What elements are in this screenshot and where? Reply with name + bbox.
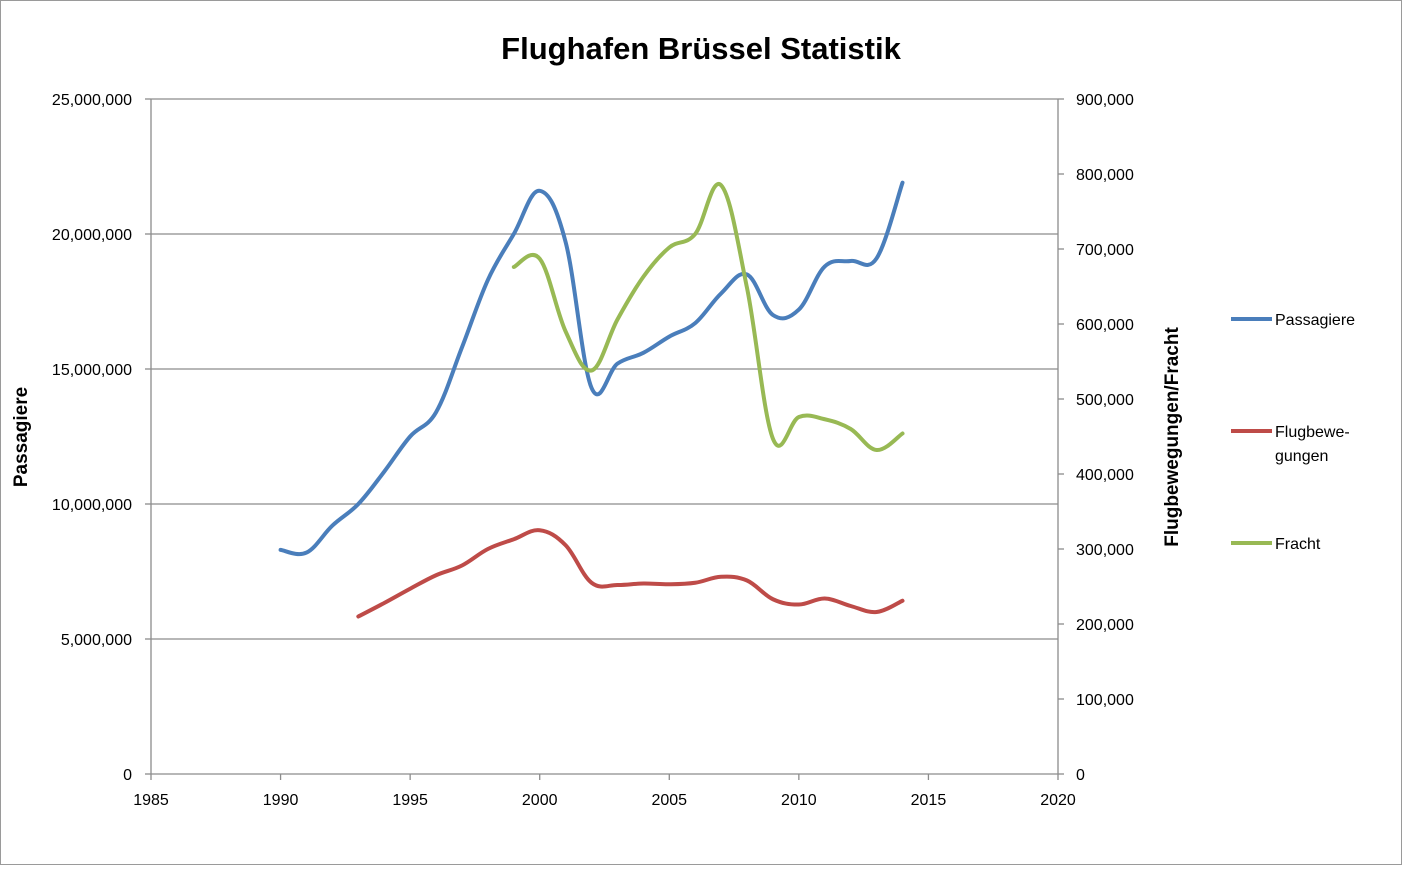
x-tick-label: 2005 bbox=[651, 792, 687, 809]
legend: Passagiere Flugbewe-gungen Fracht bbox=[1231, 312, 1355, 553]
x-tick-label: 1990 bbox=[263, 792, 299, 809]
y2-tick-label: 400,000 bbox=[1076, 467, 1134, 484]
y-tick-label: 5,000,000 bbox=[61, 632, 132, 649]
y-tick-label: 20,000,000 bbox=[52, 227, 132, 244]
x-tick-label: 2000 bbox=[522, 792, 558, 809]
legend-label-passagiere: Passagiere bbox=[1275, 312, 1355, 329]
y2-tick-label: 0 bbox=[1076, 767, 1085, 784]
series-line-fracht bbox=[511, 181, 905, 452]
legend-label-fracht: Fracht bbox=[1275, 536, 1321, 553]
y-axis-title: Passagiere bbox=[11, 387, 32, 487]
y2-tick-label: 700,000 bbox=[1076, 242, 1134, 259]
x-tick-label: 2015 bbox=[911, 792, 947, 809]
series-line-flugbewe-gungen bbox=[356, 528, 905, 619]
y2-tick-label: 300,000 bbox=[1076, 542, 1134, 559]
x-tick-label: 1985 bbox=[133, 792, 169, 809]
y2-tick-label: 100,000 bbox=[1076, 692, 1134, 709]
chart-title: Flughafen Brüssel Statistik bbox=[501, 31, 901, 66]
x-tick-label: 2010 bbox=[781, 792, 817, 809]
y2-tick-label: 200,000 bbox=[1076, 617, 1134, 634]
y2-tick-label: 800,000 bbox=[1076, 167, 1134, 184]
series-line-passagiere bbox=[278, 180, 905, 557]
y-tick-label: 0 bbox=[123, 767, 132, 784]
y-tick-label: 15,000,000 bbox=[52, 362, 132, 379]
y2-axis-title: Flugbewegungen/Fracht bbox=[1162, 327, 1183, 547]
y2-tick-label: 500,000 bbox=[1076, 392, 1134, 409]
x-tick-label: 1995 bbox=[392, 792, 428, 809]
series-layer bbox=[278, 180, 905, 619]
legend-label-flugbewe-gungen: Flugbewe- bbox=[1275, 424, 1350, 441]
y-tick-label: 10,000,000 bbox=[52, 497, 132, 514]
y-tick-label: 25,000,000 bbox=[52, 92, 132, 109]
grid-layer bbox=[151, 98, 1058, 640]
y2-tick-label: 900,000 bbox=[1076, 92, 1134, 109]
x-tick-label: 2020 bbox=[1040, 792, 1076, 809]
axis-layer: 0 5,000,000 10,000,000 15,000,000 20,000,000… bbox=[52, 92, 1134, 809]
y2-tick-label: 600,000 bbox=[1076, 317, 1134, 334]
legend-label-flugbewe-gungen: gungen bbox=[1275, 448, 1328, 465]
